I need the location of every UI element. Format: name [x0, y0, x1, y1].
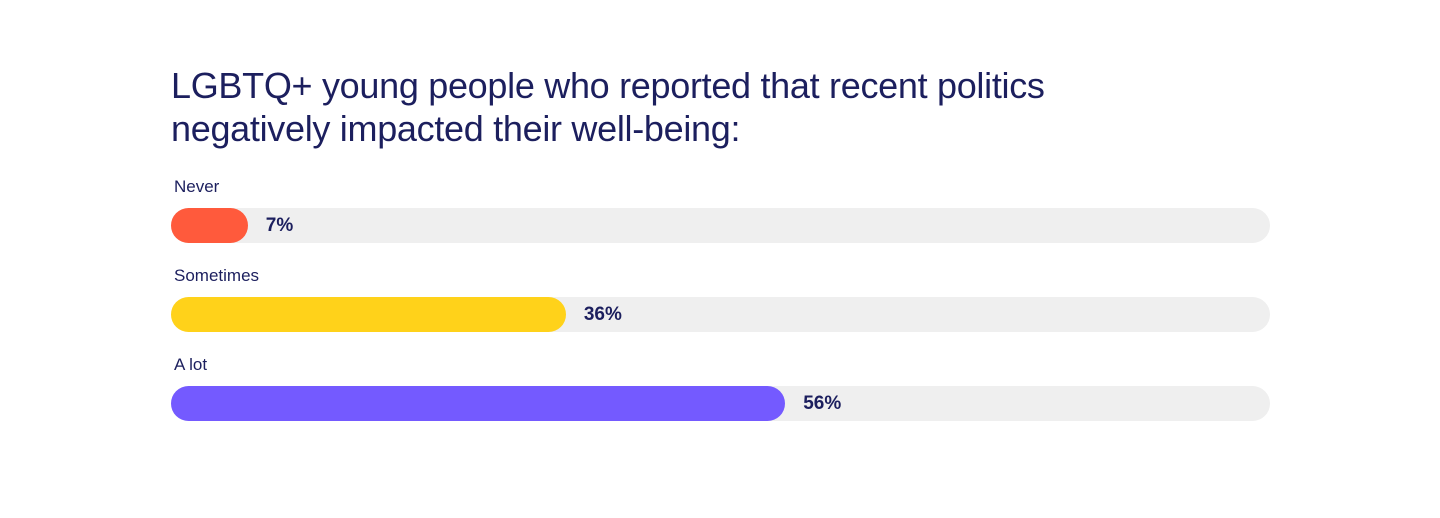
chart-title: LGBTQ+ young people who reported that re…: [171, 65, 1045, 149]
bar-fill: [171, 386, 786, 421]
bar-track: 7%: [171, 208, 1270, 243]
bar-row-a-lot: A lot 56%: [171, 355, 1270, 444]
bar-fill: [171, 297, 566, 332]
bar-chart: LGBTQ+ young people who reported that re…: [171, 64, 1270, 444]
bar-value-label: 36%: [583, 304, 622, 325]
bar-value-label: 7%: [265, 215, 294, 236]
bar-fill: [171, 208, 248, 243]
bar-row-sometimes: Sometimes 36%: [171, 266, 1270, 355]
bar-value-label: 56%: [803, 393, 842, 414]
bar-row-never: Never 7%: [171, 177, 1270, 266]
bar-track: 36%: [171, 297, 1270, 332]
bar-category-label: A lot: [174, 355, 208, 374]
bar-category-label: Sometimes: [174, 266, 260, 285]
bar-rows: Never 7% Sometimes 36% A lot 56%: [171, 177, 1270, 444]
bar-category-label: Never: [174, 177, 220, 196]
bar-track: 56%: [171, 386, 1270, 421]
